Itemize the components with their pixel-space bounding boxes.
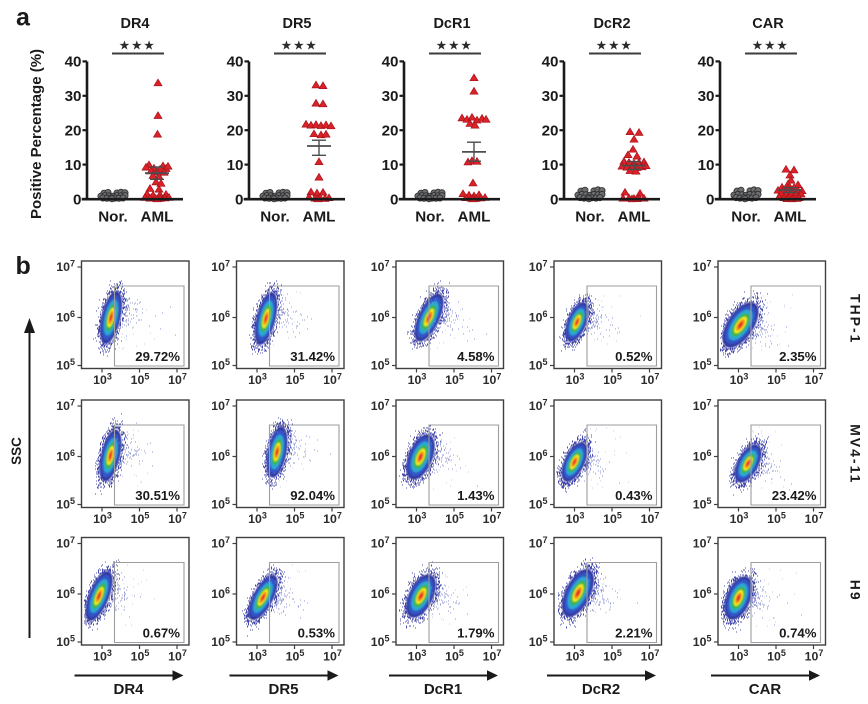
svg-text:0.67%: 0.67% xyxy=(143,626,181,641)
svg-text:4.58%: 4.58% xyxy=(457,349,495,364)
svg-text:30: 30 xyxy=(382,88,399,105)
svg-text:CAR: CAR xyxy=(752,16,784,32)
svg-text:Nor.: Nor. xyxy=(575,209,605,226)
svg-text:0: 0 xyxy=(706,191,714,208)
svg-text:31.42%: 31.42% xyxy=(290,349,335,364)
svg-text:DcR2: DcR2 xyxy=(593,16,630,32)
svg-text:2.35%: 2.35% xyxy=(779,349,817,364)
svg-text:30.51%: 30.51% xyxy=(135,488,180,503)
svg-text:10: 10 xyxy=(227,157,244,174)
svg-text:30: 30 xyxy=(65,88,82,105)
svg-text:10: 10 xyxy=(698,157,715,174)
svg-text:DcR2: DcR2 xyxy=(582,681,620,698)
svg-text:★★★: ★★★ xyxy=(596,40,633,52)
svg-text:DR4: DR4 xyxy=(120,16,149,32)
svg-text:20: 20 xyxy=(542,123,559,140)
svg-text:DcR1: DcR1 xyxy=(424,681,462,698)
svg-text:THP-1: THP-1 xyxy=(848,294,864,344)
svg-text:Nor.: Nor. xyxy=(260,209,290,226)
svg-text:★★★: ★★★ xyxy=(119,40,156,52)
svg-text:Nor.: Nor. xyxy=(98,209,128,226)
svg-text:AML: AML xyxy=(303,209,336,226)
svg-text:Positive Percentage (%): Positive Percentage (%) xyxy=(28,49,45,219)
svg-text:DR5: DR5 xyxy=(268,681,298,698)
svg-text:Nor.: Nor. xyxy=(731,209,761,226)
svg-text:10: 10 xyxy=(65,157,82,174)
svg-text:0: 0 xyxy=(390,191,398,208)
svg-text:0: 0 xyxy=(550,191,558,208)
svg-text:20: 20 xyxy=(65,123,82,140)
svg-text:AML: AML xyxy=(458,209,491,226)
svg-text:20: 20 xyxy=(382,123,399,140)
svg-text:0.52%: 0.52% xyxy=(615,349,653,364)
svg-text:DcR1: DcR1 xyxy=(433,16,470,32)
svg-text:MV4-11: MV4-11 xyxy=(848,424,864,484)
svg-text:23.42%: 23.42% xyxy=(772,488,817,503)
svg-text:40: 40 xyxy=(542,54,559,71)
svg-text:0.74%: 0.74% xyxy=(779,626,817,641)
svg-text:10: 10 xyxy=(382,157,399,174)
svg-text:0: 0 xyxy=(73,191,81,208)
svg-text:40: 40 xyxy=(65,54,82,71)
svg-text:H9: H9 xyxy=(848,580,864,602)
svg-text:40: 40 xyxy=(382,54,399,71)
svg-text:0.43%: 0.43% xyxy=(615,488,653,503)
svg-text:0.53%: 0.53% xyxy=(298,626,336,641)
svg-text:1.79%: 1.79% xyxy=(457,626,495,641)
svg-text:DR5: DR5 xyxy=(282,16,311,32)
svg-text:AML: AML xyxy=(774,209,807,226)
svg-text:Nor.: Nor. xyxy=(415,209,445,226)
svg-text:★★★: ★★★ xyxy=(752,40,789,52)
svg-text:30: 30 xyxy=(227,88,244,105)
svg-text:AML: AML xyxy=(141,209,174,226)
svg-text:b: b xyxy=(16,252,31,280)
svg-text:a: a xyxy=(16,4,31,32)
svg-text:20: 20 xyxy=(227,123,244,140)
svg-text:40: 40 xyxy=(698,54,715,71)
svg-text:DR4: DR4 xyxy=(113,681,144,698)
svg-text:1.43%: 1.43% xyxy=(457,488,495,503)
svg-text:0: 0 xyxy=(235,191,243,208)
svg-text:SSC: SSC xyxy=(9,437,24,465)
svg-text:29.72%: 29.72% xyxy=(135,349,180,364)
svg-text:30: 30 xyxy=(542,88,559,105)
svg-text:CAR: CAR xyxy=(749,681,782,698)
svg-text:92.04%: 92.04% xyxy=(290,488,335,503)
svg-text:20: 20 xyxy=(698,123,715,140)
svg-text:2.21%: 2.21% xyxy=(615,626,653,641)
svg-text:★★★: ★★★ xyxy=(281,40,318,52)
svg-text:30: 30 xyxy=(698,88,715,105)
svg-text:★★★: ★★★ xyxy=(436,40,473,52)
svg-text:AML: AML xyxy=(618,209,651,226)
svg-text:40: 40 xyxy=(227,54,244,71)
svg-text:10: 10 xyxy=(542,157,559,174)
